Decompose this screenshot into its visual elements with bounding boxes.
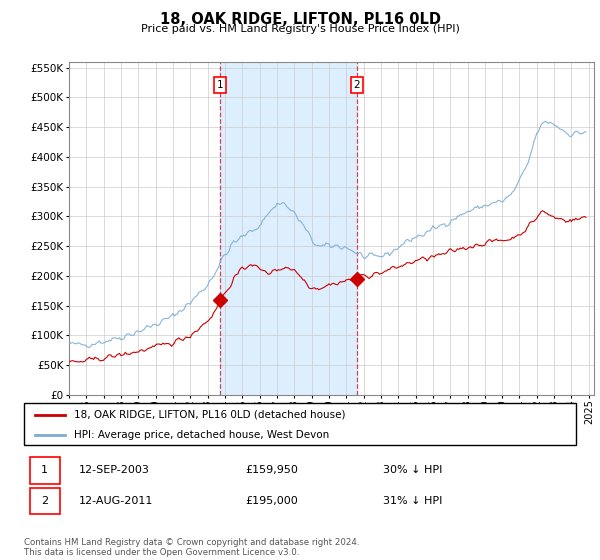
Text: Price paid vs. HM Land Registry's House Price Index (HPI): Price paid vs. HM Land Registry's House … [140, 24, 460, 34]
Text: 2: 2 [353, 80, 360, 90]
Text: 12-AUG-2011: 12-AUG-2011 [79, 496, 154, 506]
Text: 12-SEP-2003: 12-SEP-2003 [79, 465, 150, 475]
Bar [220, 62, 357, 395]
Text: 30% ↓ HPI: 30% ↓ HPI [383, 465, 442, 475]
Text: £195,000: £195,000 [245, 496, 298, 506]
Text: Contains HM Land Registry data © Crown copyright and database right 2024.
This d: Contains HM Land Registry data © Crown c… [24, 538, 359, 557]
Text: 18, OAK RIDGE, LIFTON, PL16 0LD (detached house): 18, OAK RIDGE, LIFTON, PL16 0LD (detache… [74, 410, 345, 420]
Bar [29, 457, 60, 484]
Text: HPI: Average price, detached house, West Devon: HPI: Average price, detached house, West… [74, 430, 329, 440]
Text: 18, OAK RIDGE, LIFTON, PL16 0LD: 18, OAK RIDGE, LIFTON, PL16 0LD [160, 12, 440, 27]
Text: 1: 1 [217, 80, 223, 90]
Bar [29, 488, 60, 514]
Text: 1: 1 [41, 465, 48, 475]
Text: £159,950: £159,950 [245, 465, 298, 475]
Text: 2: 2 [41, 496, 48, 506]
Text: 31% ↓ HPI: 31% ↓ HPI [383, 496, 442, 506]
